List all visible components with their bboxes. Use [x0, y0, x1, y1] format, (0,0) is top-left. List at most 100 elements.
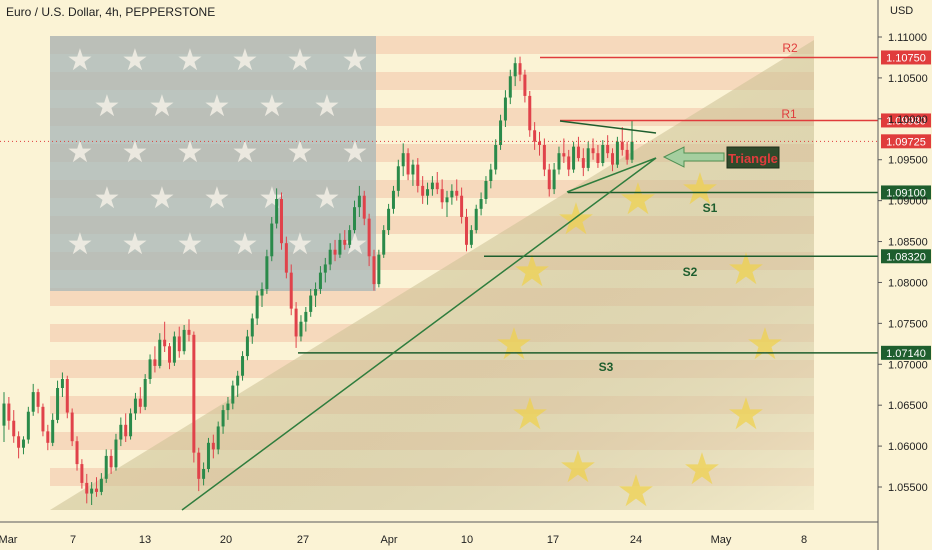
eu-flag-star: ★ — [616, 467, 655, 516]
candle-body — [630, 141, 634, 160]
candle-body — [455, 190, 459, 196]
level-label-s1: S1 — [703, 201, 718, 215]
candle-body — [538, 141, 542, 145]
candle-body — [450, 190, 454, 198]
price-tick-label: 1.08000 — [888, 277, 928, 289]
time-tick-label: 13 — [139, 534, 151, 546]
candle-body — [318, 272, 322, 289]
candle-body — [294, 308, 298, 337]
candle-body — [416, 164, 420, 186]
level-label-s2: S2 — [683, 265, 698, 279]
candle-body — [479, 199, 483, 209]
candle-body — [348, 230, 352, 245]
candle-body — [557, 153, 561, 170]
candle-body — [606, 145, 610, 154]
candle-body — [275, 199, 279, 224]
candle-body — [109, 455, 113, 468]
candle-body — [523, 74, 527, 96]
candle-body — [518, 63, 522, 75]
candle-body — [226, 403, 230, 411]
eu-flag-star: ★ — [510, 390, 549, 439]
time-tick-label: May — [711, 534, 732, 546]
candle-body — [562, 153, 566, 157]
candle-body — [153, 359, 157, 366]
candle-body — [124, 424, 128, 437]
candle-body — [391, 190, 395, 209]
price-tick-label: 1.07500 — [888, 318, 928, 330]
candle-body — [231, 385, 235, 404]
candle-body — [615, 141, 619, 165]
candle-body — [90, 488, 94, 494]
price-tag-text-r2: 1.10750 — [886, 52, 926, 64]
time-tick-label: 20 — [220, 534, 232, 546]
price-tag-text-r1: 1.09980 — [886, 115, 926, 127]
price-tag-text-s2: 1.08320 — [886, 251, 926, 263]
candle-body — [104, 455, 108, 479]
price-tick-label: 1.10000 — [888, 114, 928, 126]
time-tick-label: 10 — [461, 534, 473, 546]
us-flag-star: ★ — [342, 136, 369, 169]
candle-body — [469, 230, 473, 245]
eu-flag-star: ★ — [682, 445, 721, 494]
candle-body — [513, 63, 517, 77]
candle-body — [133, 398, 137, 414]
candle-body — [2, 403, 6, 426]
candle-body — [65, 379, 69, 413]
candle-body — [26, 411, 30, 440]
candle-body — [279, 199, 283, 244]
us-flag-star: ★ — [122, 44, 149, 77]
triangle-arrow — [662, 146, 725, 168]
us-flag-star: ★ — [177, 136, 204, 169]
candle-body — [250, 318, 254, 337]
candle-body — [12, 420, 16, 437]
candle-body — [260, 289, 264, 296]
candle-body — [611, 153, 615, 165]
candle-body — [7, 403, 11, 421]
us-flag-star: ★ — [314, 90, 341, 123]
price-tick-label: 1.11000 — [888, 32, 927, 44]
us-flag-star: ★ — [177, 44, 204, 77]
ascending-trendline — [181, 157, 657, 511]
candle-body — [46, 431, 50, 443]
us-flag-star: ★ — [314, 182, 341, 215]
candle-body — [172, 336, 176, 363]
candle-body — [542, 145, 546, 170]
candle-body — [206, 442, 210, 469]
time-tick-label: 17 — [547, 534, 559, 546]
candles — [2, 56, 634, 505]
candle-body — [70, 412, 74, 442]
candle-body — [484, 181, 488, 199]
eu-flag-star: ★ — [494, 320, 533, 369]
eu-flag-star: ★ — [558, 443, 597, 492]
candle-body — [503, 97, 507, 121]
us-flag-star: ★ — [259, 90, 286, 123]
candle-body — [323, 264, 327, 273]
price-tag-s1 — [881, 185, 931, 200]
last-price-tag-text: 1.09725 — [886, 136, 926, 148]
time-tick-label: 27 — [297, 534, 309, 546]
triangle-label-text: Triangle — [728, 151, 778, 166]
us-flag-star: ★ — [287, 228, 314, 261]
eu-flag-star: ★ — [726, 245, 765, 294]
candle-body — [328, 249, 332, 265]
candle-body — [216, 426, 220, 450]
us-flag-star: ★ — [232, 44, 259, 77]
candle-body — [387, 208, 391, 231]
candle-body — [353, 207, 357, 231]
candle-body — [177, 336, 181, 352]
candle-body — [236, 375, 240, 386]
us-flag-star: ★ — [67, 44, 94, 77]
candle-body — [41, 406, 45, 432]
candle-body — [138, 398, 142, 407]
us-flag-star: ★ — [149, 90, 176, 123]
candle-body — [299, 321, 303, 337]
level-label-s3: S3 — [599, 360, 614, 374]
us-flag-star: ★ — [94, 182, 121, 215]
candle-body — [31, 392, 35, 412]
candle-body — [192, 334, 196, 453]
candle-body — [581, 158, 585, 168]
price-tag-r2 — [881, 50, 931, 65]
price-tick-label: 1.07000 — [888, 359, 928, 371]
